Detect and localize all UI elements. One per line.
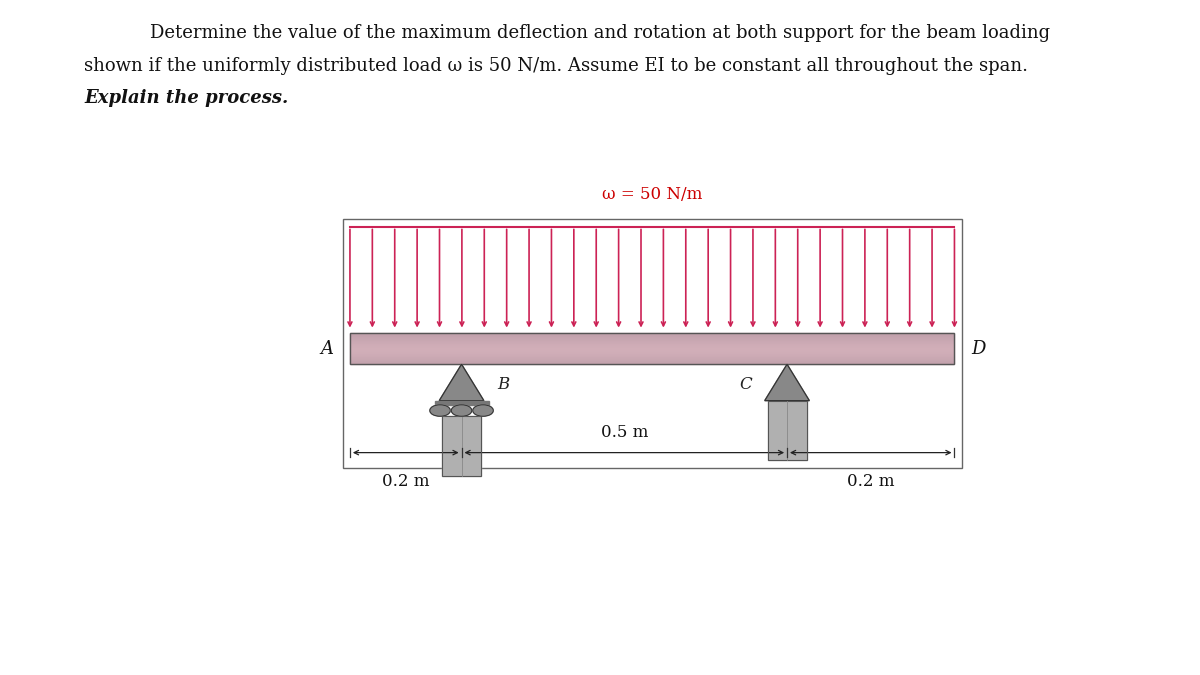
Polygon shape	[350, 355, 954, 356]
Polygon shape	[350, 344, 954, 345]
Circle shape	[451, 405, 472, 416]
Polygon shape	[350, 341, 954, 342]
Polygon shape	[434, 401, 488, 405]
Polygon shape	[350, 340, 954, 341]
Circle shape	[430, 405, 450, 416]
Polygon shape	[350, 335, 954, 336]
Polygon shape	[442, 416, 481, 476]
Polygon shape	[350, 351, 954, 352]
Polygon shape	[350, 337, 954, 338]
Polygon shape	[350, 339, 954, 340]
Polygon shape	[350, 361, 954, 362]
Text: 0.2 m: 0.2 m	[382, 473, 430, 491]
Text: shown if the uniformly distributed load ω is 50 N/m. Assume EI to be constant al: shown if the uniformly distributed load …	[84, 57, 1028, 76]
Polygon shape	[764, 364, 809, 401]
Text: D: D	[971, 340, 985, 358]
Polygon shape	[350, 349, 954, 350]
Text: 0.2 m: 0.2 m	[847, 473, 894, 491]
Polygon shape	[350, 359, 954, 360]
Polygon shape	[350, 343, 954, 344]
Text: ω = 50 N/m: ω = 50 N/m	[602, 186, 702, 203]
Polygon shape	[768, 401, 806, 460]
Polygon shape	[350, 338, 954, 339]
Circle shape	[473, 405, 493, 416]
Polygon shape	[350, 342, 954, 343]
Polygon shape	[350, 358, 954, 359]
Text: C: C	[739, 376, 751, 393]
Polygon shape	[350, 362, 954, 363]
Polygon shape	[350, 350, 954, 351]
Text: A: A	[320, 340, 334, 358]
Polygon shape	[350, 360, 954, 361]
Polygon shape	[350, 363, 954, 365]
Polygon shape	[350, 346, 954, 347]
Polygon shape	[350, 334, 954, 335]
Polygon shape	[350, 333, 954, 334]
Polygon shape	[350, 354, 954, 355]
Polygon shape	[350, 357, 954, 358]
Polygon shape	[350, 348, 954, 349]
Text: 0.5 m: 0.5 m	[601, 424, 648, 441]
Text: Explain the process.: Explain the process.	[84, 89, 288, 107]
Text: B: B	[497, 376, 509, 393]
Polygon shape	[350, 336, 954, 337]
Polygon shape	[350, 347, 954, 348]
Polygon shape	[350, 353, 954, 354]
Polygon shape	[350, 352, 954, 353]
Text: Determine the value of the maximum deflection and rotation at both support for t: Determine the value of the maximum defle…	[150, 24, 1050, 42]
Polygon shape	[439, 364, 484, 401]
Polygon shape	[350, 345, 954, 346]
Polygon shape	[350, 356, 954, 357]
